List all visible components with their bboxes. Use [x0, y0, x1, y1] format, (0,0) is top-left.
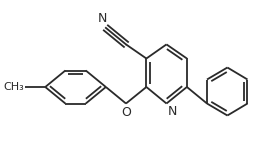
Text: N: N — [168, 105, 177, 118]
Text: O: O — [121, 106, 131, 119]
Text: N: N — [98, 12, 108, 25]
Text: CH₃: CH₃ — [3, 82, 24, 92]
